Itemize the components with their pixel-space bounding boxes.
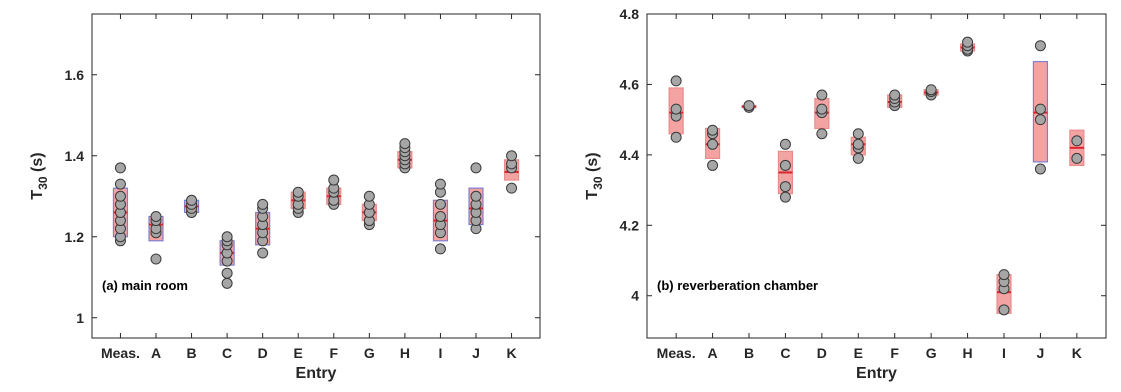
x-axis-label: Entry (296, 365, 337, 382)
xtick-label-1: A (151, 345, 161, 361)
xtick-label-3: C (222, 345, 232, 361)
point-11-0 (1071, 152, 1083, 164)
xtick-label-10: J (472, 345, 480, 361)
point-0-7 (114, 178, 126, 190)
point-9-6 (434, 178, 446, 190)
point-5-3 (852, 128, 864, 140)
ytick-label-1: 4.2 (620, 217, 640, 233)
point-7-2 (925, 84, 937, 96)
y-axis-label: T30 (s) (584, 152, 605, 199)
point-3-0 (779, 191, 791, 203)
point-5-0 (852, 152, 864, 164)
ytick-label-0: 1 (76, 310, 84, 326)
point-0-0 (670, 131, 682, 143)
xtick-label-9: I (1002, 345, 1006, 361)
xtick-label-0: Meas. (657, 345, 696, 361)
point-3-3 (779, 138, 791, 150)
xtick-label-7: G (364, 345, 375, 361)
ytick-label-4: 4.8 (620, 6, 640, 22)
panel-label: (a) main room (102, 278, 188, 293)
panel-b: 4 4.2 4.4 4.6 4.8 Meas. A B C D E F G H I J K Entry T30 (s… (584, 6, 1107, 382)
point-10-0 (1034, 163, 1046, 175)
ytick-label-2: 1.4 (65, 148, 85, 164)
point-4-6 (257, 198, 269, 210)
point-10-1 (1034, 114, 1046, 126)
point-5-4 (292, 186, 304, 198)
point-1-0 (150, 253, 162, 265)
point-2-3 (186, 194, 198, 206)
point-5-2 (852, 138, 864, 150)
point-1-4 (150, 211, 162, 222)
point-4-0 (816, 128, 828, 140)
point-10-3 (1034, 40, 1046, 52)
xtick-label-4: D (258, 345, 268, 361)
point-2-1 (743, 100, 755, 112)
panel-a: 1 1.2 1.4 1.6 Meas. A B C D E F G H I J K Entry T30 (s) (a… (29, 13, 541, 382)
point-9-0 (434, 243, 446, 255)
xtick-label-11: K (1072, 345, 1082, 361)
point-11-0 (506, 182, 518, 194)
xtick-label-6: F (329, 345, 338, 361)
point-3-6 (221, 231, 233, 243)
xtick-label-11: K (506, 345, 516, 361)
point-9-3 (998, 269, 1010, 281)
point-0-6 (114, 190, 126, 202)
axes-frame (646, 13, 1107, 339)
xtick-label-7: G (926, 345, 937, 361)
ytick-label-3: 4.6 (620, 76, 640, 92)
ytick-label-3: 1.6 (65, 67, 85, 83)
point-9-4 (434, 198, 446, 210)
panel-label: (b) reverberation chamber (657, 278, 818, 293)
point-10-2 (1034, 103, 1046, 115)
point-1-1 (707, 138, 719, 150)
xtick-label-8: H (963, 345, 973, 361)
point-11-3 (506, 150, 518, 162)
point-3-1 (221, 267, 233, 279)
point-7-4 (363, 190, 375, 202)
point-8-3 (962, 36, 974, 48)
point-10-4 (470, 190, 482, 202)
point-0-3 (670, 75, 682, 87)
xtick-label-3: C (780, 345, 790, 361)
xtick-label-2: B (744, 345, 754, 361)
ytick-label-0: 4 (631, 288, 639, 304)
xtick-label-10: J (1037, 345, 1045, 361)
point-8-6 (399, 138, 411, 150)
point-3-0 (221, 277, 233, 289)
xtick-label-9: I (438, 345, 442, 361)
point-4-0 (257, 247, 269, 259)
point-6-3 (889, 89, 901, 101)
ytick-label-1: 1.2 (65, 229, 85, 245)
axes-frame (91, 13, 541, 339)
y-axis-label: T30 (s) (29, 152, 50, 199)
x-axis-label: Entry (856, 365, 897, 382)
ytick-label-2: 4.4 (620, 147, 640, 163)
point-1-0 (707, 159, 719, 171)
point-3-2 (779, 159, 791, 171)
xtick-label-6: F (890, 345, 899, 361)
point-9-3 (434, 211, 446, 222)
xtick-label-8: H (400, 345, 410, 361)
point-3-1 (779, 181, 791, 193)
xtick-label-5: E (854, 345, 863, 361)
point-4-3 (816, 89, 828, 101)
point-6-4 (328, 174, 340, 186)
xtick-label-1: A (708, 345, 718, 361)
point-0-8 (114, 162, 126, 174)
point-9-0 (998, 304, 1010, 316)
point-0-2 (670, 103, 682, 115)
xtick-label-5: E (294, 345, 303, 361)
xtick-label-2: B (186, 345, 196, 361)
point-10-5 (470, 162, 482, 174)
xtick-label-0: Meas. (101, 345, 140, 361)
xtick-label-4: D (817, 345, 827, 361)
point-11-1 (1071, 135, 1083, 147)
point-4-2 (816, 103, 828, 115)
point-1-3 (707, 124, 719, 136)
